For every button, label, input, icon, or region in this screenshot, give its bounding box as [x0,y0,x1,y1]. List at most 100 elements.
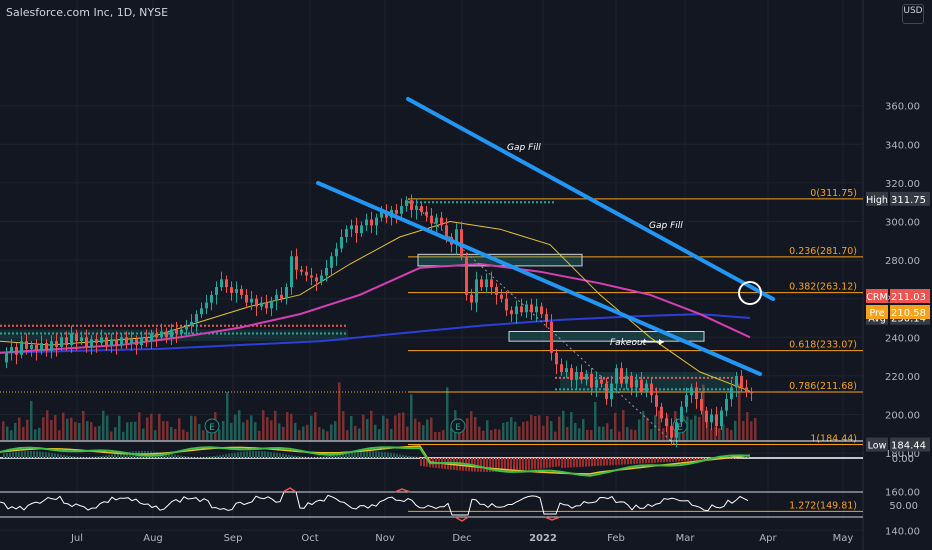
macd-hist-bar [120,452,122,458]
macd-hist-bar [582,458,584,467]
macd-hist-bar [75,456,77,458]
macd-hist-bar [60,454,62,458]
volume-bar [150,413,153,440]
macd-hist-bar [12,452,14,458]
volume-bar [522,421,525,440]
volume-bar [570,412,573,440]
macd-hist-bar [183,456,185,458]
candle-body [95,339,98,344]
volume-bar [198,424,201,440]
candle-body [220,279,223,288]
volume-bar [606,423,609,440]
volume-bar [286,412,289,440]
channel-lower [316,181,762,376]
macd-hist-bar [57,454,59,458]
volume-bar [370,410,373,440]
volume-bar [718,428,721,440]
volume-bar [314,412,317,440]
macd-hist-bar [45,452,47,458]
price-tick-label: 140.00 [885,526,920,537]
currency-label[interactable]: USD [902,4,924,24]
volume-bar [266,417,269,440]
candle-body [380,211,383,218]
macd-hist-bar [678,458,680,462]
descending-channel[interactable] [316,97,775,376]
macd-hist-bar [573,458,575,468]
volume-bar [366,419,369,440]
time-axis[interactable]: Jul Aug Sep Oct Nov Dec 2022 Feb Mar Apr May [70,533,853,544]
macd-hist-bar [315,456,317,458]
volume-bar [662,428,665,440]
zone-left [0,329,348,342]
macd-hist-bar [288,454,290,458]
macd-hist-bar [36,451,38,458]
macd-hist-bar [312,456,314,458]
candle-body [615,368,618,384]
macd-hist-bar [522,458,524,471]
volume-bar [182,429,185,440]
candle-body [560,364,563,373]
macd-hist-bar [591,458,593,467]
fib-retracement[interactable]: 0(311.75) 0.236(281.70) 0.382(263.12) 0.618… [0,188,863,512]
fib-label: 0.786(211.68) [789,381,857,392]
macd-hist-bar [657,458,659,463]
macd-hist-bar [129,451,131,458]
macd-hist-bar [108,454,110,458]
candle-body [295,256,298,270]
volume-bar [298,430,301,440]
volume-bar [578,428,581,440]
macd-hist-bar [69,455,71,458]
volume-bar [58,430,61,440]
macd-hist-bar [102,455,104,458]
volume-bar [42,417,45,440]
macd-hist-bar [189,456,191,458]
macd-hist-bar [672,458,674,462]
macd-hist-bar [681,458,683,462]
volume-bar [38,427,41,440]
macd-hist-bar [258,451,260,458]
macd-hist-bar [498,458,500,472]
macd-hist-bar [504,458,506,472]
volume-bar [274,410,277,440]
macd-hist-bar [636,458,638,464]
macd-hist-bar [24,451,26,458]
volume-bar [542,425,545,440]
volume-bar [26,419,29,440]
candle-body [345,229,348,237]
volume-bar [514,421,517,440]
candle-body [70,333,73,346]
volume-bar [178,418,181,440]
candle-body [230,287,233,293]
volume-bar [170,426,173,440]
price-tag-name-box [866,437,888,452]
channel-upper [406,97,775,301]
volume-bar [610,429,613,440]
macd-hist-bar [546,458,548,469]
rsi-line [0,491,749,516]
macd-hist-bar [381,451,383,458]
fib-label: 0(311.75) [810,188,857,199]
volume-bar [306,424,309,440]
candle-body [140,337,143,346]
candle-body [25,341,28,349]
macd-hist-bar [603,458,605,466]
volume-bar [422,425,425,440]
volume-bar [418,421,421,440]
macd-hist-bar [276,452,278,458]
macd-hist-bar [660,458,662,463]
macd-hist-bar [354,451,356,458]
volume-bar [222,421,225,440]
volume-bar [702,384,705,440]
volume-bar [330,424,333,440]
volume-bar [122,431,125,440]
candle-body [30,345,33,349]
volume-bar [70,417,73,440]
candle-body [115,339,118,346]
macd-hist-bar [348,452,350,458]
price-tag-name-box [866,191,888,206]
macd-hist-bar [372,451,374,458]
volume-bar [338,382,341,440]
volume-bar [474,417,477,440]
volume-bar [254,422,257,440]
